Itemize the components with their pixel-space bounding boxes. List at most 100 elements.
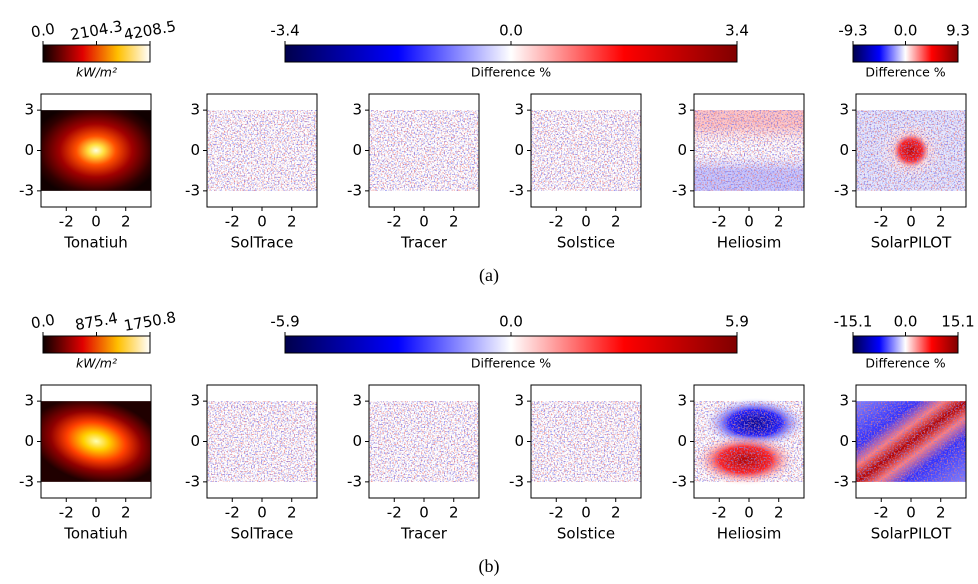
subfigure-label: (a) — [479, 265, 499, 286]
colorbar — [285, 45, 737, 62]
colorbar-label: Difference % — [865, 65, 945, 80]
x-tick-label: 0 — [744, 504, 754, 522]
heatmap — [369, 110, 479, 191]
subfigure-label: (b) — [479, 556, 500, 577]
y-tick-label: 0 — [190, 432, 200, 450]
x-tick-label: 2 — [611, 504, 621, 522]
colorbar-tick-label: 1750.8 — [122, 308, 177, 335]
colorbar-label: kW/m² — [76, 356, 117, 371]
x-tick-label: -2 — [225, 213, 240, 231]
colorbar-tick-label: -9.3 — [838, 22, 867, 40]
y-tick-label: -3 — [672, 472, 687, 490]
x-tick-label: 0 — [581, 213, 591, 231]
colorbar-tick-label: 3.4 — [725, 22, 749, 40]
x-tick-label: -2 — [225, 504, 240, 522]
colorbar-tick-label: 15.1 — [941, 313, 974, 331]
x-tick-label: 2 — [287, 504, 297, 522]
x-tick-label: -2 — [712, 213, 727, 231]
colorbar-tick-label: -3.4 — [270, 22, 299, 40]
colorbar-tick-label: 0.0 — [30, 311, 57, 333]
colorbar-tick-label: -5.9 — [270, 313, 299, 331]
x-tick-label: 2 — [121, 504, 131, 522]
x-tick-label: 2 — [121, 213, 131, 231]
heatmap — [694, 110, 804, 191]
heatmap-layer — [207, 110, 317, 191]
y-tick-label: -3 — [19, 181, 34, 199]
x-tick-label: -2 — [874, 213, 889, 231]
colorbar-tick-label: -15.1 — [834, 313, 873, 331]
y-tick-label: -3 — [834, 181, 849, 199]
x-tick-label: 0 — [419, 504, 429, 522]
panel-title: SolTrace — [231, 234, 294, 252]
heatmap — [369, 401, 479, 482]
colorbar — [285, 336, 737, 353]
colorbar-label: Difference % — [865, 356, 945, 371]
heatmap-layer — [694, 401, 804, 482]
x-tick-label: -2 — [712, 504, 727, 522]
y-tick-label: 3 — [514, 392, 524, 410]
panel-title: Solstice — [557, 525, 615, 543]
y-tick-label: -3 — [509, 181, 524, 199]
heatmap — [207, 401, 317, 482]
y-tick-label: -3 — [19, 472, 34, 490]
y-tick-label: 3 — [24, 392, 34, 410]
x-tick-label: -2 — [549, 213, 564, 231]
y-tick-label: 0 — [839, 141, 849, 159]
panel-title: SolarPILOT — [871, 234, 952, 252]
x-tick-label: -2 — [549, 504, 564, 522]
x-tick-label: 0 — [257, 213, 267, 231]
x-tick-label: -2 — [59, 504, 74, 522]
y-tick-label: -3 — [185, 472, 200, 490]
panel-title: Heliosim — [717, 234, 782, 252]
heatmap-layer — [694, 110, 804, 191]
y-tick-label: 3 — [839, 392, 849, 410]
y-tick-label: -3 — [185, 181, 200, 199]
heatmap — [41, 401, 151, 482]
x-tick-label: 2 — [774, 504, 784, 522]
colorbar-tick-label: 0.0 — [894, 22, 918, 40]
x-tick-label: 0 — [91, 213, 101, 231]
y-tick-label: 3 — [839, 101, 849, 119]
x-tick-label: 0 — [744, 213, 754, 231]
heatmap-layer — [207, 401, 317, 482]
x-tick-label: 0 — [419, 213, 429, 231]
x-tick-label: 2 — [774, 213, 784, 231]
x-tick-label: 0 — [257, 504, 267, 522]
panel-title: Heliosim — [717, 525, 782, 543]
x-tick-label: -2 — [387, 504, 402, 522]
y-tick-label: -3 — [347, 472, 362, 490]
heatmap-layer — [531, 401, 641, 482]
heatmap-layer — [856, 401, 966, 482]
x-tick-label: 2 — [936, 504, 946, 522]
heatmap — [531, 110, 641, 191]
panel-title: SolarPILOT — [871, 525, 952, 543]
y-tick-label: -3 — [347, 181, 362, 199]
panel-title: Tonatiuh — [63, 525, 128, 543]
y-tick-label: 0 — [190, 141, 200, 159]
colorbar — [853, 45, 958, 62]
colorbar-tick-label: 5.9 — [725, 313, 749, 331]
y-tick-label: 0 — [352, 432, 362, 450]
colorbar — [853, 336, 958, 353]
colorbar — [43, 336, 150, 353]
y-tick-label: 0 — [24, 141, 34, 159]
y-tick-label: 3 — [352, 101, 362, 119]
colorbar-tick-label: 0.0 — [30, 20, 57, 42]
x-tick-label: 0 — [906, 504, 916, 522]
heatmap — [207, 110, 317, 191]
heatmap-layer — [856, 110, 966, 191]
x-tick-label: 0 — [906, 213, 916, 231]
y-tick-label: 0 — [677, 432, 687, 450]
colorbar-label: kW/m² — [76, 65, 117, 80]
panel-title: Tracer — [400, 525, 448, 543]
y-tick-label: 3 — [190, 101, 200, 119]
y-tick-label: 0 — [514, 141, 524, 159]
x-tick-label: 2 — [449, 213, 459, 231]
x-tick-label: 2 — [936, 213, 946, 231]
colorbar-label: Difference % — [471, 65, 551, 80]
x-tick-label: -2 — [874, 504, 889, 522]
x-tick-label: 2 — [449, 504, 459, 522]
heatmap-layer — [369, 110, 479, 191]
heatmap — [856, 110, 966, 191]
y-tick-label: 3 — [24, 101, 34, 119]
